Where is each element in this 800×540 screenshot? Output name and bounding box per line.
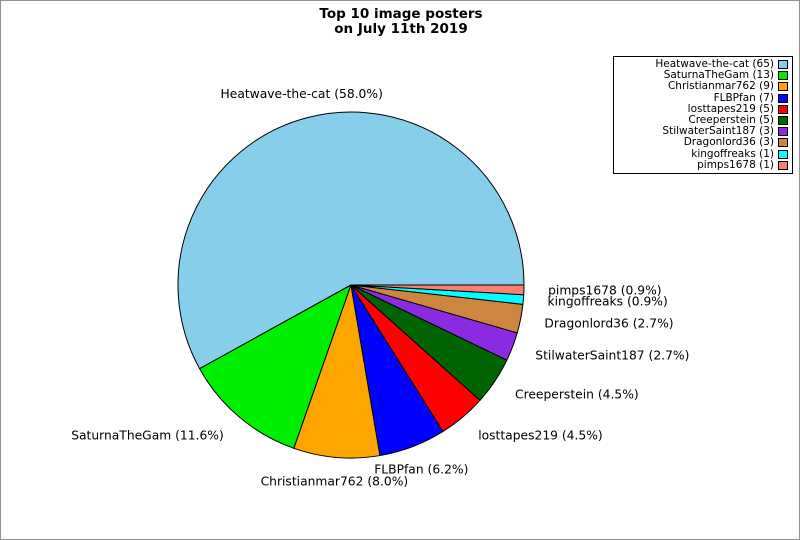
legend-entry-StilwaterSaint187: StilwaterSaint187 (3) — [616, 126, 788, 137]
legend-entry-kingoffreaks: kingoffreaks (1) — [616, 147, 788, 160]
legend-swatch — [778, 71, 788, 81]
legend-swatch — [778, 138, 788, 148]
legend-entry-Dragonlord36: Dragonlord36 (3) — [616, 137, 788, 148]
legend-swatch — [778, 93, 788, 103]
legend-entry-Creeperstein: Creeperstein (5) — [616, 115, 788, 126]
legend-label: Christianmar762 (9) — [667, 80, 774, 93]
pie-slice-label-SaturnaTheGam: SaturnaTheGam (11.6%) — [71, 429, 224, 443]
pie-slice-label-Dragonlord36: Dragonlord36 (2.7%) — [544, 317, 673, 331]
pie-slice-label-Christianmar762: Christianmar762 (8.0%) — [261, 475, 409, 489]
chart-title: Top 10 image posters on July 11th 2019 — [1, 6, 799, 37]
legend-label: Creeperstein (5) — [688, 114, 774, 127]
legend: Heatwave-the-cat (65) SaturnaTheGam (13) C… — [613, 56, 793, 174]
pie-slice-label-losttapes219: losttapes219 (4.5%) — [478, 429, 603, 443]
legend-swatch — [778, 104, 788, 114]
legend-entry-Heatwave-the-cat: Heatwave-the-cat (65) — [616, 59, 788, 70]
pie-slice-labels: Heatwave-the-cat (58.0%) SaturnaTheGam (1… — [71, 87, 689, 489]
pie-slice-label-StilwaterSaint187: StilwaterSaint187 (2.7%) — [535, 348, 689, 362]
legend-label: Dragonlord36 (3) — [683, 136, 774, 149]
legend-swatch — [778, 160, 788, 170]
legend-label: Heatwave-the-cat (65) — [655, 58, 774, 71]
chart-title-line-1: Top 10 image posters — [319, 6, 483, 22]
pie-wedges — [177, 111, 525, 459]
legend-label: kingoffreaks (1) — [691, 147, 774, 160]
legend-label: FLBPfan (7) — [713, 91, 774, 104]
legend-swatch — [778, 82, 788, 92]
pie-slice-label-Creeperstein: Creeperstein (4.5%) — [515, 388, 639, 402]
pie-slice-label-kingoffreaks: kingoffreaks (0.9%) — [548, 295, 668, 309]
legend-swatch — [778, 60, 788, 70]
legend-entry-pimps1678: pimps1678 (1) — [616, 158, 788, 171]
pie-slice-pimps1678 — [350, 284, 525, 296]
legend-label: SaturnaTheGam (13) — [663, 69, 774, 82]
legend-swatch — [778, 127, 788, 137]
legend-entry-SaturnaTheGam: SaturnaTheGam (13) — [616, 70, 788, 81]
legend-label: pimps1678 (1) — [697, 158, 774, 171]
pie-slice-label-pimps1678: pimps1678 (0.9%) — [548, 284, 661, 298]
legend-label: StilwaterSaint187 (3) — [662, 125, 774, 138]
legend-swatch — [778, 116, 788, 126]
legend-swatch — [778, 149, 788, 159]
legend-label: losttapes219 (5) — [687, 102, 774, 115]
legend-entry-FLBPfan: FLBPfan (7) — [616, 91, 788, 104]
chart-title-line-2: on July 11th 2019 — [334, 20, 468, 37]
pie-slice-label-Heatwave-the-cat: Heatwave-the-cat (58.0%) — [221, 87, 383, 101]
legend-entry-losttapes219: losttapes219 (5) — [616, 102, 788, 115]
pie-slice-label-FLBPfan: FLBPfan (6.2%) — [374, 462, 468, 476]
legend-entry-Christianmar762: Christianmar762 (9) — [616, 81, 788, 92]
pie-slice-Heatwave-the-cat — [177, 111, 525, 370]
pie-slice-SaturnaTheGam — [199, 284, 352, 449]
